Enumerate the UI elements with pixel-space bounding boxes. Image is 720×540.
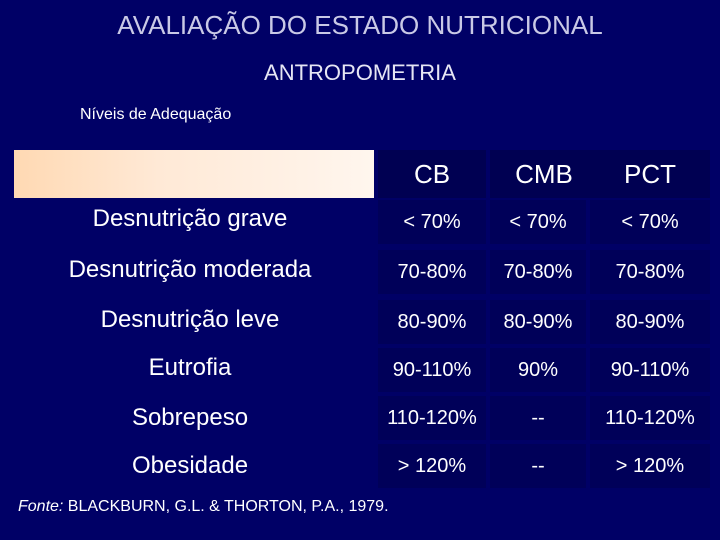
row-label-eutrofia: Eutrofia (148, 354, 232, 381)
slide-title: AVALIAÇÃO DO ESTADO NUTRICIONAL (117, 10, 603, 40)
cell-cmb: 90% (490, 348, 586, 392)
slide-subtitle: ANTROPOMETRIA (264, 60, 456, 85)
footnote-text: BLACKBURN, G.L. & THORTON, P.A., 1979. (63, 498, 389, 515)
row-label-desnutricao-moderada: Desnutrição moderada (68, 256, 312, 283)
cell-cb: 70-80% (378, 250, 486, 294)
row-label-desnutricao-leve: Desnutrição leve (100, 306, 280, 333)
cell-pct: 70-80% (590, 250, 710, 294)
cell-cb: 90-110% (378, 348, 486, 392)
header-cmb: CMB (490, 150, 598, 198)
header-cb: CB (378, 150, 486, 198)
row-label-desnutricao-grave: Desnutrição grave (92, 205, 288, 232)
cell-cmb: -- (490, 444, 586, 488)
source-footnote: Fonte: BLACKBURN, G.L. & THORTON, P.A., … (18, 498, 389, 516)
cell-cmb: 70-80% (490, 250, 586, 294)
header-pct: PCT (590, 150, 710, 198)
cell-pct: 80-90% (590, 300, 710, 344)
cell-cmb: 80-90% (490, 300, 586, 344)
footnote-prefix: Fonte: (18, 498, 64, 515)
cell-cb: 80-90% (378, 300, 486, 344)
cell-cmb: < 70% (490, 200, 586, 244)
cell-cb: 110-120% (378, 396, 486, 440)
table-header-band (14, 150, 374, 198)
row-label-sobrepeso: Sobrepeso (131, 404, 249, 431)
cell-pct: > 120% (590, 444, 710, 488)
cell-cmb: -- (490, 396, 586, 440)
levels-label: Níveis de Adequação (80, 106, 232, 123)
cell-pct: < 70% (590, 200, 710, 244)
cell-pct: 90-110% (590, 348, 710, 392)
cell-pct: 110-120% (590, 396, 710, 440)
row-label-obesidade: Obesidade (131, 452, 249, 479)
cell-cb: > 120% (378, 444, 486, 488)
cell-cb: < 70% (378, 200, 486, 244)
